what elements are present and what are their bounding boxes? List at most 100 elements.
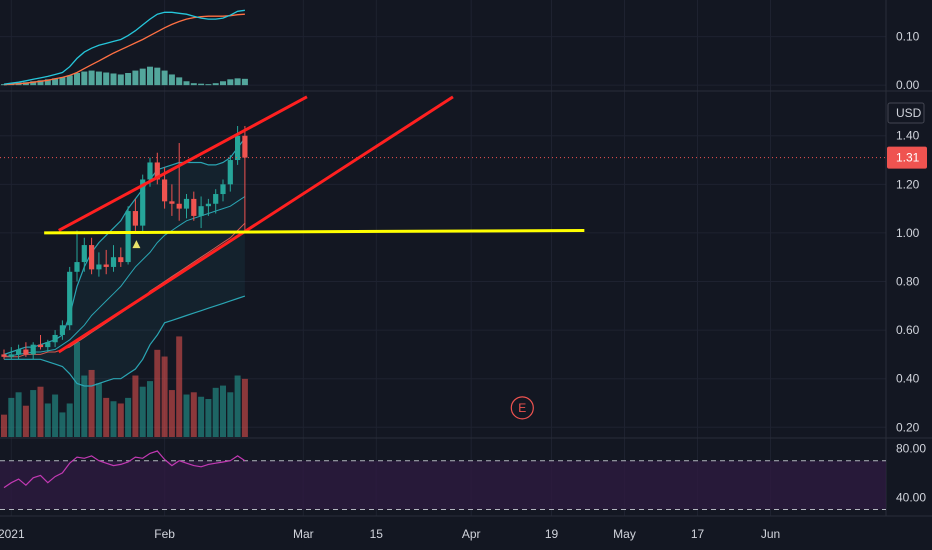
volume-bar bbox=[30, 390, 37, 437]
macd-pane bbox=[1, 9, 248, 86]
volume-bar bbox=[241, 378, 248, 437]
price-tick-label: 0.80 bbox=[896, 275, 920, 289]
macd-tick-label: 0.00 bbox=[896, 78, 920, 92]
grid bbox=[0, 0, 932, 517]
candle-body bbox=[162, 179, 168, 202]
candle-body bbox=[16, 349, 22, 355]
macd-histogram-bar bbox=[30, 81, 37, 86]
macd-histogram-bar bbox=[88, 70, 95, 86]
x-tick-label: Jun bbox=[761, 527, 780, 541]
candle-body bbox=[235, 135, 241, 161]
candle-body bbox=[213, 194, 219, 204]
macd-histogram-bar bbox=[132, 70, 139, 86]
x-tick-label: 15 bbox=[370, 527, 384, 541]
bollinger-middle-line bbox=[3, 196, 246, 358]
macd-histogram-bar bbox=[234, 78, 241, 86]
volume-bar bbox=[74, 342, 80, 437]
volume-bar bbox=[154, 349, 161, 437]
volume-bar bbox=[132, 375, 139, 437]
price-tick-label: 1.20 bbox=[896, 177, 920, 191]
candle-body bbox=[96, 264, 102, 270]
volume-bar bbox=[81, 375, 88, 437]
rsi-band bbox=[0, 460, 886, 510]
volume-bar bbox=[52, 394, 59, 437]
macd-histogram-bar bbox=[154, 67, 161, 86]
volume-bar bbox=[220, 385, 226, 437]
volume-bar bbox=[183, 394, 190, 437]
candle-body bbox=[198, 206, 204, 216]
volume-bar bbox=[44, 403, 51, 437]
macd-histogram-bar bbox=[147, 66, 153, 86]
candle-body bbox=[59, 325, 65, 335]
macd-histogram-bar bbox=[205, 84, 212, 86]
price-tick-label: 1.40 bbox=[896, 129, 920, 143]
macd-histogram-bar bbox=[81, 71, 88, 86]
currency-label: USD bbox=[896, 106, 922, 120]
volume-bar bbox=[234, 375, 241, 437]
current-price-label: 1.31 bbox=[896, 151, 920, 165]
bollinger-lower-line bbox=[4, 295, 246, 387]
channel-lower-line bbox=[57, 95, 454, 354]
macd-histogram-bar bbox=[74, 73, 80, 86]
volume-bar bbox=[15, 392, 22, 437]
candle-body bbox=[67, 271, 73, 326]
volume-bar bbox=[198, 396, 205, 437]
candle-body bbox=[23, 349, 29, 355]
signal-marker-icon bbox=[132, 240, 141, 249]
macd-histogram-bar bbox=[110, 73, 117, 86]
candle-body bbox=[220, 184, 226, 195]
macd-histogram-bar bbox=[220, 81, 226, 86]
macd-histogram-bar bbox=[241, 78, 248, 86]
candle-body bbox=[140, 179, 146, 226]
price-tick-label: 0.60 bbox=[896, 323, 920, 337]
volume-bar bbox=[66, 403, 73, 437]
macd-histogram-bar bbox=[198, 83, 205, 86]
volume-bar bbox=[147, 381, 153, 437]
price-tick-label: 0.40 bbox=[896, 372, 920, 386]
candle-body bbox=[89, 245, 95, 270]
volume-bar bbox=[95, 383, 102, 437]
volume-bar bbox=[8, 397, 15, 437]
candle-body bbox=[8, 354, 14, 357]
x-tick-label: May bbox=[613, 527, 636, 541]
channel-upper-line bbox=[58, 95, 308, 232]
candle-body bbox=[1, 354, 7, 357]
volume-bar bbox=[161, 356, 168, 437]
rsi-pane bbox=[0, 450, 886, 511]
earnings-marker-icon bbox=[510, 396, 534, 420]
volume-bar bbox=[190, 392, 197, 437]
candle-body bbox=[183, 198, 190, 209]
candle-body bbox=[74, 262, 80, 272]
volume-bar bbox=[88, 369, 95, 437]
macd-histogram-bar bbox=[227, 79, 234, 86]
x-tick-label: Apr bbox=[462, 527, 481, 541]
macd-histogram-bar bbox=[161, 70, 168, 86]
macd-histogram-bar bbox=[59, 77, 66, 86]
macd-histogram-bar bbox=[125, 73, 132, 86]
macd-histogram-bar bbox=[190, 83, 197, 86]
currency-box bbox=[887, 102, 925, 124]
macd-histogram-bar bbox=[212, 83, 219, 86]
candle-body bbox=[103, 264, 109, 267]
macd-histogram-bar bbox=[52, 78, 59, 86]
macd-signal-line bbox=[3, 13, 245, 86]
axes: 0.10 0.00 USD 1.40 1.20 1.00 0.80 0.60 0.40 0.20 8… bbox=[0, 30, 927, 541]
x-tick-label: 2021 bbox=[0, 527, 25, 541]
volume-bar bbox=[1, 414, 7, 437]
candle-body bbox=[147, 162, 153, 180]
volume-bar bbox=[110, 401, 117, 437]
volume-bar bbox=[22, 405, 29, 437]
price-pane: E bbox=[0, 95, 886, 437]
volume-bar bbox=[212, 387, 219, 437]
candle-body bbox=[110, 257, 117, 267]
rsi-line bbox=[3, 450, 246, 489]
volume-bar bbox=[139, 386, 146, 437]
earnings-marker-label: E bbox=[518, 401, 526, 415]
macd-histogram-bar bbox=[95, 71, 102, 86]
candle-body bbox=[52, 334, 58, 343]
volume-bar bbox=[37, 386, 44, 437]
price-tick-label: 0.20 bbox=[896, 420, 920, 434]
macd-line bbox=[3, 9, 245, 85]
volume-bar bbox=[168, 390, 175, 437]
x-tick-label: Feb bbox=[154, 527, 175, 541]
